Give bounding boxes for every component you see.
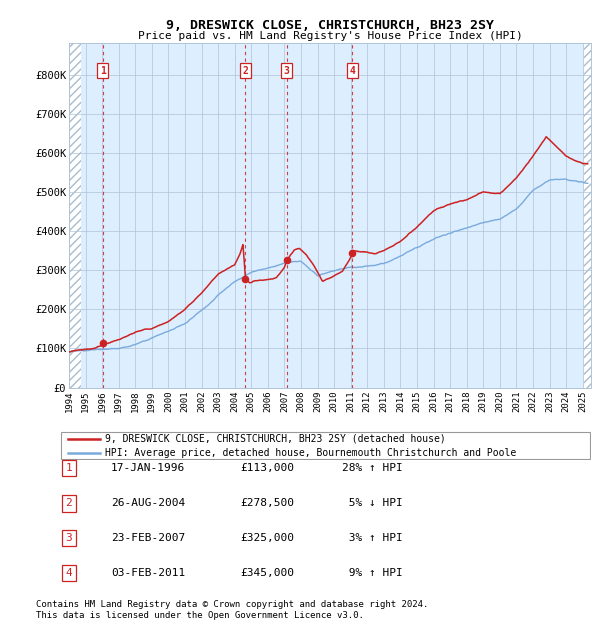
Text: 03-FEB-2011: 03-FEB-2011 (111, 568, 185, 578)
Text: Price paid vs. HM Land Registry's House Price Index (HPI): Price paid vs. HM Land Registry's House … (137, 31, 523, 41)
Text: 1: 1 (100, 66, 106, 76)
Text: 3: 3 (65, 533, 73, 543)
Text: 3% ↑ HPI: 3% ↑ HPI (342, 533, 403, 543)
Text: £278,500: £278,500 (240, 498, 294, 508)
Text: 1: 1 (65, 463, 73, 473)
Text: This data is licensed under the Open Government Licence v3.0.: This data is licensed under the Open Gov… (36, 611, 364, 620)
FancyBboxPatch shape (61, 432, 590, 459)
Text: 17-JAN-1996: 17-JAN-1996 (111, 463, 185, 473)
Text: 4: 4 (349, 66, 355, 76)
Text: 9, DRESWICK CLOSE, CHRISTCHURCH, BH23 2SY: 9, DRESWICK CLOSE, CHRISTCHURCH, BH23 2S… (166, 19, 494, 32)
Text: £345,000: £345,000 (240, 568, 294, 578)
Text: 26-AUG-2004: 26-AUG-2004 (111, 498, 185, 508)
Text: Contains HM Land Registry data © Crown copyright and database right 2024.: Contains HM Land Registry data © Crown c… (36, 600, 428, 609)
Text: £325,000: £325,000 (240, 533, 294, 543)
Text: 5% ↓ HPI: 5% ↓ HPI (342, 498, 403, 508)
Text: 4: 4 (65, 568, 73, 578)
Text: 3: 3 (284, 66, 290, 76)
Text: 28% ↑ HPI: 28% ↑ HPI (342, 463, 403, 473)
Text: 9, DRESWICK CLOSE, CHRISTCHURCH, BH23 2SY (detached house): 9, DRESWICK CLOSE, CHRISTCHURCH, BH23 2S… (105, 434, 446, 444)
Text: 23-FEB-2007: 23-FEB-2007 (111, 533, 185, 543)
Text: 9% ↑ HPI: 9% ↑ HPI (342, 568, 403, 578)
Text: 2: 2 (242, 66, 248, 76)
Text: £113,000: £113,000 (240, 463, 294, 473)
Text: 2: 2 (65, 498, 73, 508)
Text: HPI: Average price, detached house, Bournemouth Christchurch and Poole: HPI: Average price, detached house, Bour… (105, 448, 517, 458)
